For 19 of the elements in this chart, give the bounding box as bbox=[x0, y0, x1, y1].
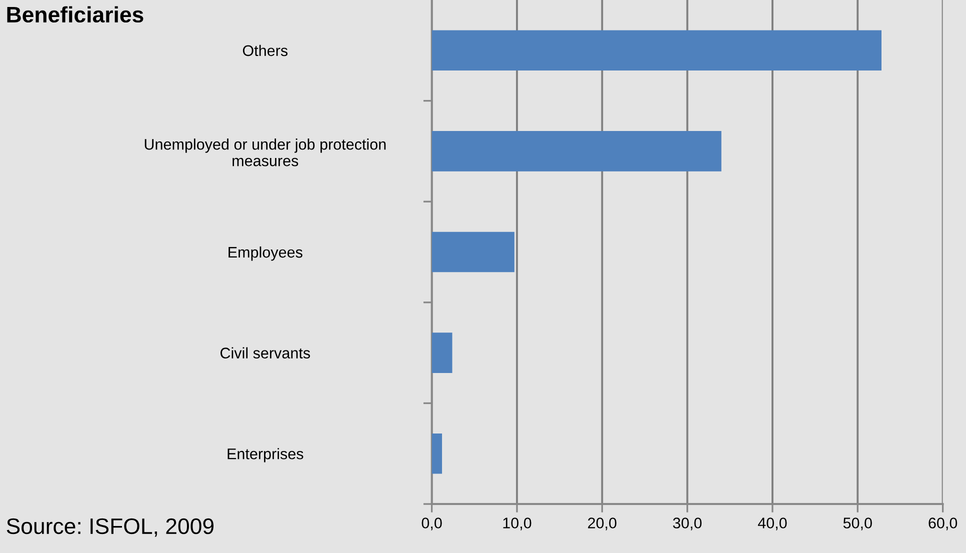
x-tick-label: 30,0 bbox=[673, 518, 702, 530]
x-tick-label: 60,0 bbox=[928, 518, 958, 530]
bar bbox=[432, 131, 722, 172]
bar bbox=[432, 232, 514, 272]
x-tick-label: 40,0 bbox=[758, 518, 787, 530]
x-tick-label: 20,0 bbox=[588, 518, 616, 530]
x-tick-label: 0,0 bbox=[422, 518, 442, 530]
x-tick-label: 10,0 bbox=[503, 518, 532, 530]
y-tick-label: Unemployed or under job protection measures bbox=[144, 138, 386, 166]
source-note: Source: ISFOL, 2009 bbox=[6, 518, 214, 537]
text: Beneficiaries bbox=[7, 6, 144, 23]
y-tick-label: Employees bbox=[228, 246, 302, 261]
y-tick-label: Civil servants bbox=[220, 347, 310, 358]
bar bbox=[432, 332, 452, 373]
y-tick-label: Enterprises bbox=[228, 448, 304, 462]
bar bbox=[432, 30, 882, 71]
bar bbox=[432, 433, 442, 474]
x-tick-label: 50,0 bbox=[843, 518, 872, 530]
y-tick-label: Others bbox=[242, 44, 288, 56]
